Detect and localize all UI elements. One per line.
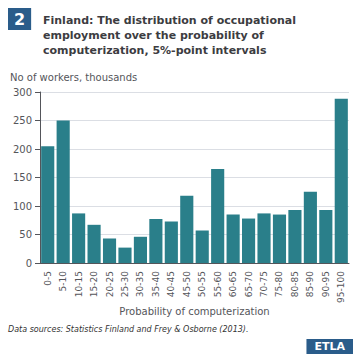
svg-text:85-90: 85-90	[305, 271, 315, 297]
svg-text:2: 2	[14, 10, 25, 29]
svg-text:90-95: 90-95	[321, 271, 331, 297]
svg-text:45-50: 45-50	[182, 271, 192, 297]
svg-text:30-35: 30-35	[135, 271, 145, 297]
svg-text:200: 200	[13, 144, 32, 155]
svg-text:ETLA: ETLA	[314, 340, 345, 353]
svg-text:10-15: 10-15	[74, 271, 84, 297]
svg-text:300: 300	[13, 87, 32, 98]
svg-text:65-70: 65-70	[244, 271, 254, 297]
svg-text:Probability of computerization: Probability of computerization	[119, 306, 269, 317]
svg-text:25-30: 25-30	[120, 271, 130, 297]
svg-text:75-80: 75-80	[274, 271, 284, 297]
svg-text:No of workers, thousands: No of workers, thousands	[10, 72, 137, 83]
svg-text:250: 250	[13, 115, 32, 126]
svg-text:35-40: 35-40	[151, 271, 161, 297]
svg-text:50-55: 50-55	[197, 271, 207, 297]
svg-text:15-20: 15-20	[89, 271, 99, 297]
svg-text:Finland: The distribution of o: Finland: The distribution of occupationa…	[43, 14, 296, 27]
svg-text:20-25: 20-25	[105, 271, 115, 297]
svg-text:employment over the probabilit: employment over the probability of	[43, 29, 264, 42]
svg-text:95-100: 95-100	[336, 271, 346, 303]
svg-text:50: 50	[19, 229, 32, 240]
svg-text:Data sources: Statistics Finla: Data sources: Statistics Finland and Fre…	[8, 325, 249, 334]
svg-text:55-60: 55-60	[213, 271, 223, 297]
svg-text:computerization, 5%-point inte: computerization, 5%-point intervals	[43, 44, 267, 57]
svg-text:5-10: 5-10	[58, 271, 68, 292]
svg-text:60-65: 60-65	[228, 271, 238, 297]
svg-text:0: 0	[26, 258, 32, 269]
svg-text:70-75: 70-75	[259, 271, 269, 297]
svg-text:100: 100	[13, 201, 32, 212]
svg-text:0-5: 0-5	[43, 271, 53, 286]
svg-text:80-85: 80-85	[290, 271, 300, 297]
svg-text:40-45: 40-45	[166, 271, 176, 297]
svg-text:150: 150	[13, 172, 32, 183]
